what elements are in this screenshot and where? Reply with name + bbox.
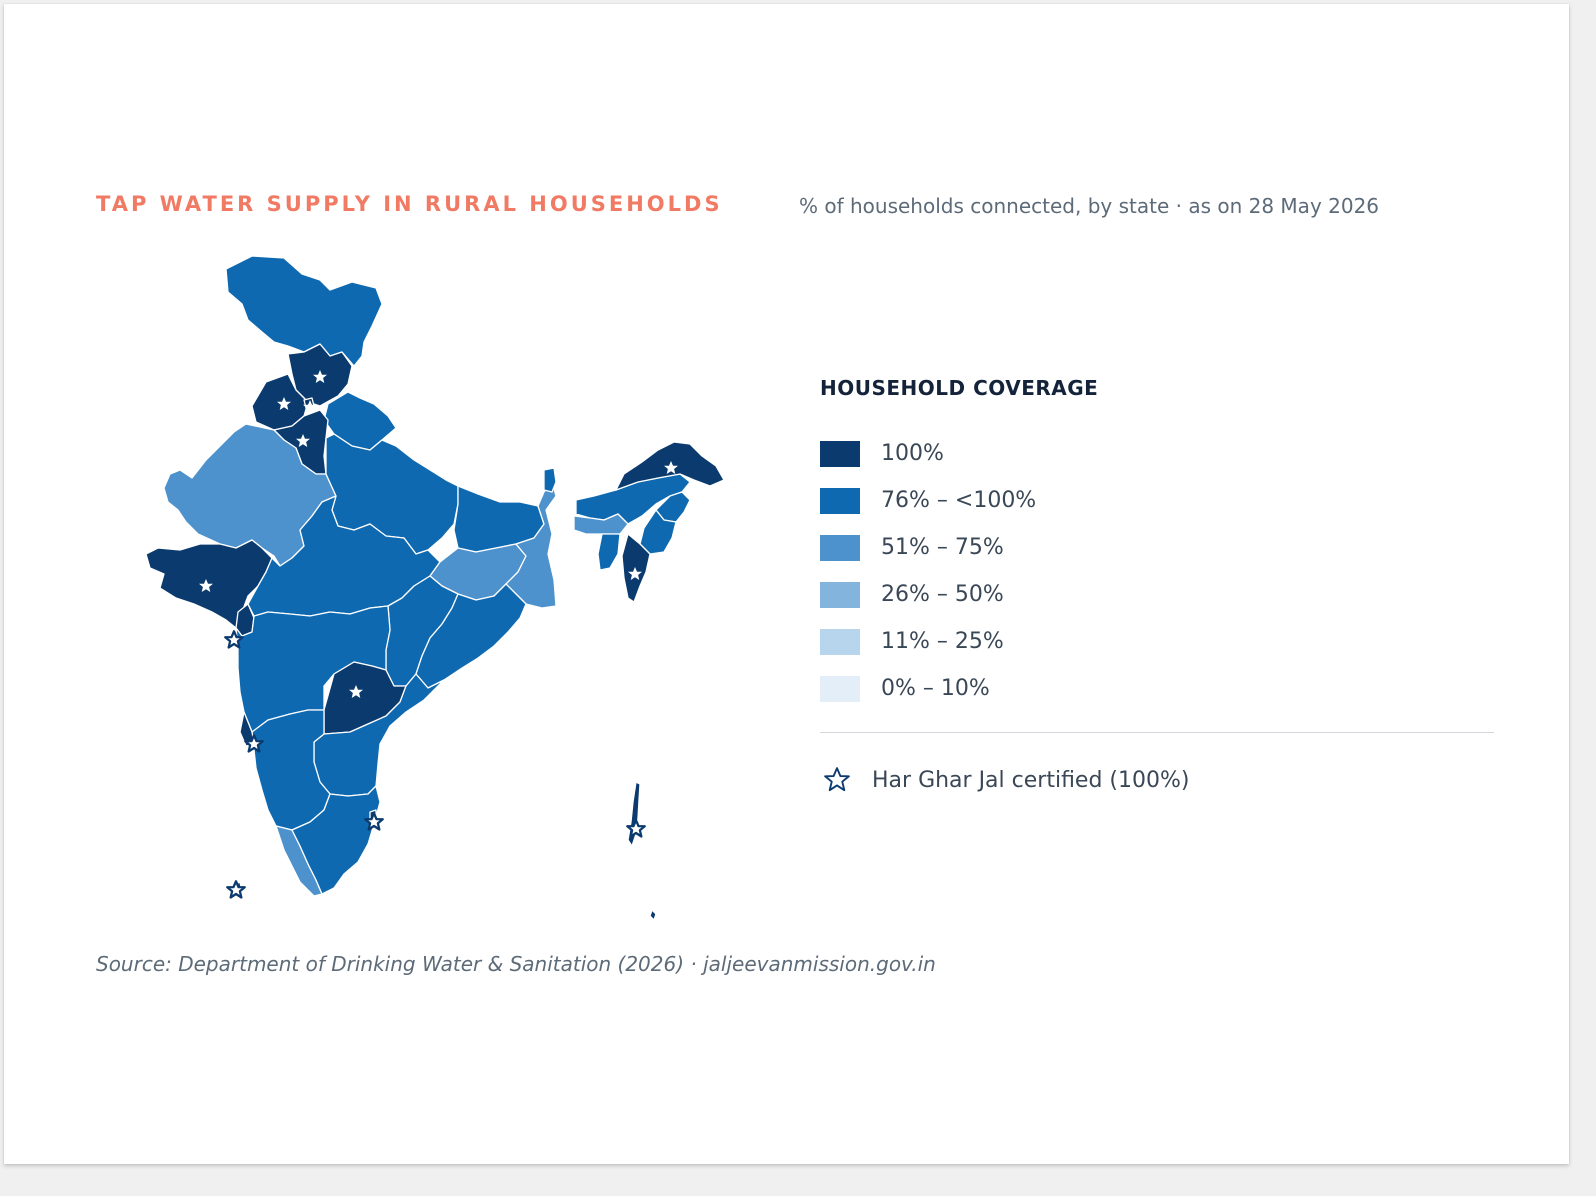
legend-item: 51% – 75% — [820, 524, 1500, 571]
legend-label: 76% – <100% — [881, 488, 1037, 513]
figure-card: TAP WATER SUPPLY IN RURAL HOUSEHOLDS % o… — [4, 4, 1569, 1164]
source-note: Source: Department of Drinking Water & S… — [96, 952, 936, 976]
star-icon-punjab — [277, 397, 291, 410]
star-icon-himachal — [313, 370, 327, 383]
region-jammu-kashmir-ladakh — [225, 255, 383, 367]
star-icon-gujarat — [199, 579, 213, 592]
legend-swatch — [820, 581, 860, 608]
star-icon-puducherry — [364, 812, 384, 831]
legend-star-label: Har Ghar Jal certified (100%) — [872, 767, 1190, 793]
star-outline-icon — [824, 767, 850, 792]
region-uttarakhand — [323, 391, 397, 451]
star-icon-goa — [244, 734, 264, 753]
legend-item: 11% – 25% — [820, 618, 1500, 665]
region-meghalaya — [573, 513, 629, 535]
star-icon-andaman — [626, 819, 646, 838]
star-icon-haryana — [296, 434, 310, 447]
legend-label: 26% – 50% — [881, 582, 1004, 607]
star-icon-arunachal — [664, 461, 678, 474]
star-icon-dnh-dd — [224, 630, 244, 649]
legend-swatch — [820, 487, 860, 514]
legend-swatch — [820, 534, 860, 561]
india-choropleth-map — [124, 234, 764, 934]
region-andaman-nicobar — [627, 781, 657, 921]
region-sikkim — [543, 467, 557, 493]
star-icon-mizoram — [628, 567, 642, 580]
legend-item: 76% – <100% — [820, 477, 1500, 524]
legend-star-item: Har Ghar Jal certified (100%) — [820, 763, 1500, 797]
region-manipur — [639, 509, 677, 555]
map-title: TAP WATER SUPPLY IN RURAL HOUSEHOLDS — [96, 192, 723, 216]
region-tripura — [597, 533, 621, 571]
star-icon-chandigarh — [303, 400, 317, 413]
legend-title: HOUSEHOLD COVERAGE — [820, 376, 1099, 400]
legend-item: 0% – 10% — [820, 665, 1500, 712]
region-odisha — [415, 583, 527, 689]
legend-swatch — [820, 440, 860, 467]
region-west-bengal — [505, 481, 557, 609]
map-subtitle: % of households connected, by state · as… — [799, 194, 1380, 218]
legend-list: 100% 76% – <100% 51% – 75% 26% – 50% 11%… — [820, 430, 1500, 712]
legend-swatch — [820, 675, 860, 702]
legend-swatch — [820, 628, 860, 655]
region-mizoram — [621, 533, 651, 603]
region-tamil-nadu — [291, 785, 381, 895]
legend-item: 26% – 50% — [820, 571, 1500, 618]
legend-label: 100% — [881, 441, 944, 466]
legend-item: 100% — [820, 430, 1500, 477]
legend-label: 0% – 10% — [881, 676, 990, 701]
star-icon-lakshadweep — [226, 880, 246, 899]
star-icon-telangana — [349, 685, 363, 698]
map-legend: HOUSEHOLD COVERAGE 100% 76% – <100% 51% … — [820, 376, 1500, 797]
legend-divider — [820, 732, 1494, 733]
legend-label: 11% – 25% — [881, 629, 1004, 654]
legend-label: 51% – 75% — [881, 535, 1004, 560]
